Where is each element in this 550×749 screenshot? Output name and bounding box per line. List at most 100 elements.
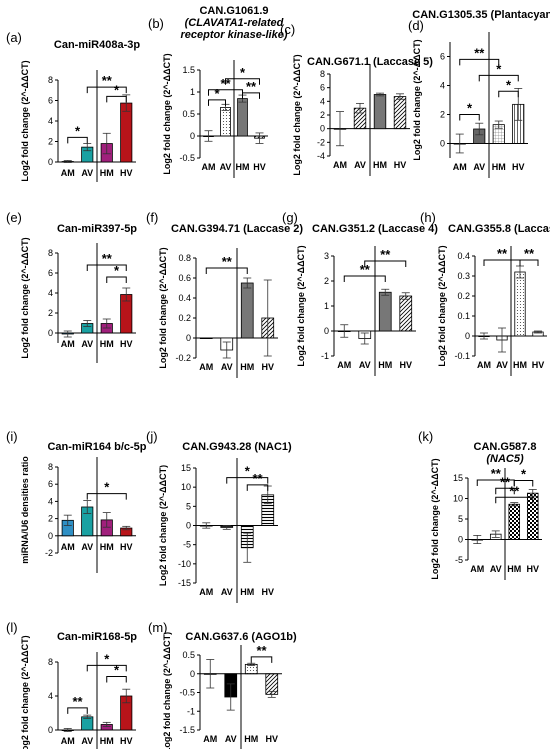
y-tick-label: -0.5 bbox=[179, 688, 195, 698]
x-category-label: AV bbox=[496, 360, 508, 370]
panel-label: (f) bbox=[146, 210, 158, 225]
panel-label: (l) bbox=[6, 620, 18, 635]
significance-bracket bbox=[498, 90, 519, 98]
x-category-label: AV bbox=[81, 339, 93, 349]
y-tick-label: 2 bbox=[320, 110, 325, 120]
significance-bracket bbox=[86, 493, 127, 500]
chart-panel: (k) CAN.G587.8(NAC5) Log2 fold change (2^-… bbox=[418, 429, 542, 580]
significance-label: ** bbox=[491, 466, 502, 481]
y-tick-label: 4 bbox=[48, 496, 53, 506]
x-category-label: HM bbox=[100, 339, 114, 349]
significance-label: * bbox=[114, 263, 120, 278]
significance-label: ** bbox=[360, 262, 371, 277]
x-category-label: AV bbox=[81, 542, 93, 552]
y-tick-label: -5 bbox=[455, 555, 463, 565]
y-tick-label: 0.1 bbox=[457, 311, 470, 321]
chart-title: CAN.G637.6 (AGO1b) bbox=[185, 631, 297, 643]
bar-hv bbox=[393, 96, 407, 130]
significance-label: ** bbox=[102, 251, 113, 266]
bar-am bbox=[199, 337, 213, 340]
y-tick-label: -4 bbox=[317, 151, 325, 161]
y-tick-label: 0.2 bbox=[178, 313, 191, 323]
x-category-label: HM bbox=[240, 587, 254, 597]
x-category-label: HM bbox=[492, 162, 506, 172]
significance-bracket bbox=[86, 264, 127, 271]
x-category-label: AM bbox=[453, 162, 467, 172]
panel-label: (d) bbox=[408, 18, 424, 33]
significance-label: * bbox=[104, 651, 110, 666]
significance-label: ** bbox=[497, 246, 508, 261]
y-tick-label: 5 bbox=[186, 501, 191, 511]
bar-hm bbox=[514, 271, 526, 337]
chart-panel: (g) CAN.G351.2 (Laccase 4) Log2 fold chang… bbox=[282, 210, 438, 376]
y-tick-label: 2 bbox=[48, 514, 53, 524]
x-category-label: AM bbox=[61, 542, 75, 552]
y-tick-label: 0.5 bbox=[182, 109, 195, 119]
y-tick-label: 0 bbox=[48, 531, 53, 541]
x-category-label: AM bbox=[477, 360, 491, 370]
chart-title: CAN.G671.1 (Laccase 5) bbox=[307, 56, 433, 68]
x-category-label: AV bbox=[490, 564, 502, 574]
chart-title: CAN.G394.71 (Laccase 2) bbox=[171, 223, 303, 235]
y-tick-label: 6 bbox=[320, 83, 325, 93]
panel-label: (j) bbox=[146, 429, 158, 444]
chart-title: CAN.G943.28 (NAC1) bbox=[182, 441, 292, 453]
panel-label: (a) bbox=[6, 30, 22, 45]
significance-label: ** bbox=[72, 694, 83, 709]
x-category-label: AV bbox=[221, 362, 233, 372]
y-axis-label: Log2 fold change (2^-ΔΔCT) bbox=[437, 245, 447, 366]
y-tick-label: -1.5 bbox=[179, 725, 195, 735]
significance-bracket bbox=[205, 267, 248, 274]
chart-panel: (e) Can-miR397-5p Log2 fold change (2^-ΔΔC… bbox=[6, 210, 137, 363]
chart-title: Can-miR164 b/c-5p bbox=[47, 441, 146, 453]
y-tick-label: 0 bbox=[190, 669, 195, 679]
chart-panel: (c)CAN.G671.1 (Laccase 5)Log2 fold chang… bbox=[280, 22, 433, 176]
y-axis-label: Log2 fold change (2^-ΔΔCT) bbox=[430, 458, 440, 579]
y-tick-label: 0 bbox=[465, 331, 470, 341]
x-category-label: HM bbox=[507, 564, 521, 574]
significance-bracket bbox=[225, 78, 260, 85]
y-tick-label: -2 bbox=[317, 137, 325, 147]
y-tick-label: 1 bbox=[324, 301, 329, 311]
y-tick-label: 8 bbox=[48, 248, 53, 258]
x-category-label: AM bbox=[203, 734, 217, 744]
x-category-label: AV bbox=[81, 168, 93, 178]
significance-bracket bbox=[513, 479, 534, 487]
significance-bracket bbox=[208, 99, 226, 106]
y-tick-label: 4 bbox=[48, 116, 53, 126]
chart-title: CAN.G355.8 (Laccase 4) bbox=[448, 223, 550, 235]
significance-bracket bbox=[106, 95, 127, 103]
bar-av bbox=[220, 107, 231, 137]
y-tick-label: -0.1 bbox=[454, 351, 470, 361]
y-tick-label: -1 bbox=[187, 706, 195, 716]
x-category-label: AV bbox=[473, 162, 485, 172]
y-tick-label: 0 bbox=[458, 535, 463, 545]
y-tick-label: 4 bbox=[48, 288, 53, 298]
y-tick-label: 2 bbox=[440, 110, 445, 120]
x-category-label: AV bbox=[359, 360, 371, 370]
panel-label: (e) bbox=[6, 210, 22, 225]
chart-title: receptor kinase-like) bbox=[181, 29, 288, 41]
chart-panel: (b) CAN.G1061.9(CLAVATA1-relatedreceptor … bbox=[148, 5, 288, 178]
chart-title: CAN.G351.2 (Laccase 4) bbox=[312, 223, 438, 235]
significance-bracket bbox=[246, 484, 269, 491]
y-tick-label: 4 bbox=[440, 81, 445, 91]
significance-bracket bbox=[67, 707, 88, 714]
significance-bracket bbox=[67, 136, 88, 144]
y-tick-label: -0.2 bbox=[175, 353, 191, 363]
y-tick-label: 6 bbox=[48, 96, 53, 106]
significance-bracket bbox=[459, 114, 480, 121]
x-category-label: HM bbox=[236, 162, 250, 172]
x-category-label: AM bbox=[61, 736, 75, 746]
significance-label: * bbox=[521, 466, 527, 481]
significance-bracket bbox=[226, 477, 269, 484]
significance-label: ** bbox=[509, 483, 520, 498]
x-category-label: HV bbox=[265, 734, 278, 744]
x-category-label: AV bbox=[221, 587, 233, 597]
y-tick-label: 8 bbox=[320, 69, 325, 79]
y-tick-label: 0.8 bbox=[178, 253, 191, 263]
x-category-label: HV bbox=[512, 162, 525, 172]
significance-bracket bbox=[495, 487, 515, 495]
x-category-label: HM bbox=[244, 734, 258, 744]
